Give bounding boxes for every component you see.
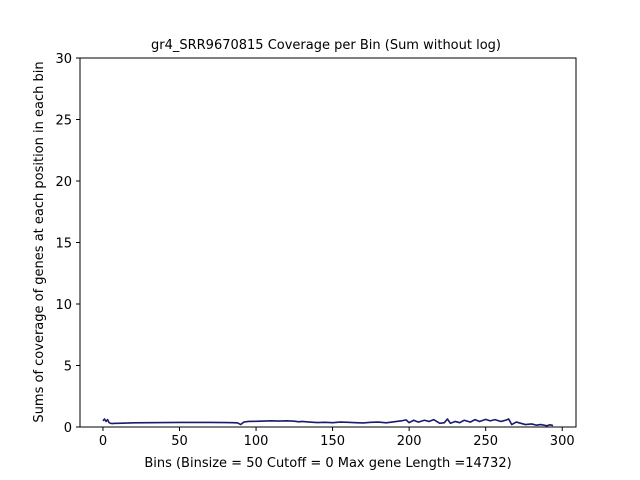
series-layer xyxy=(102,418,554,427)
x-tick-label: 200 xyxy=(397,434,422,449)
x-tick-label: 0 xyxy=(99,434,107,449)
x-tick-label: 150 xyxy=(320,434,345,449)
x-axis: 0 50 100 150 200 250 300 xyxy=(99,427,575,449)
y-tick-label: 10 xyxy=(55,298,72,313)
y-axis: 0 5 10 15 20 25 30 xyxy=(55,52,80,436)
x-axis-label: Bins (Binsize = 50 Cutoff = 0 Max gene L… xyxy=(144,456,511,471)
y-tick-label: 0 xyxy=(64,421,72,436)
x-tick-label: 50 xyxy=(171,434,188,449)
y-tick-label: 5 xyxy=(64,360,72,375)
y-axis-label: Sums of coverage of genes at each positi… xyxy=(32,61,47,422)
y-tick-label: 30 xyxy=(55,52,72,67)
series-line-0 xyxy=(102,418,554,427)
x-tick-label: 300 xyxy=(550,434,575,449)
chart-title: gr4_SRR9670815 Coverage per Bin (Sum wit… xyxy=(151,38,501,53)
y-tick-label: 25 xyxy=(55,114,72,129)
x-tick-label: 100 xyxy=(244,434,269,449)
y-tick-label: 20 xyxy=(55,175,72,190)
x-tick-label: 250 xyxy=(473,434,498,449)
plot-frame xyxy=(79,57,577,428)
y-tick-label: 15 xyxy=(55,237,72,252)
